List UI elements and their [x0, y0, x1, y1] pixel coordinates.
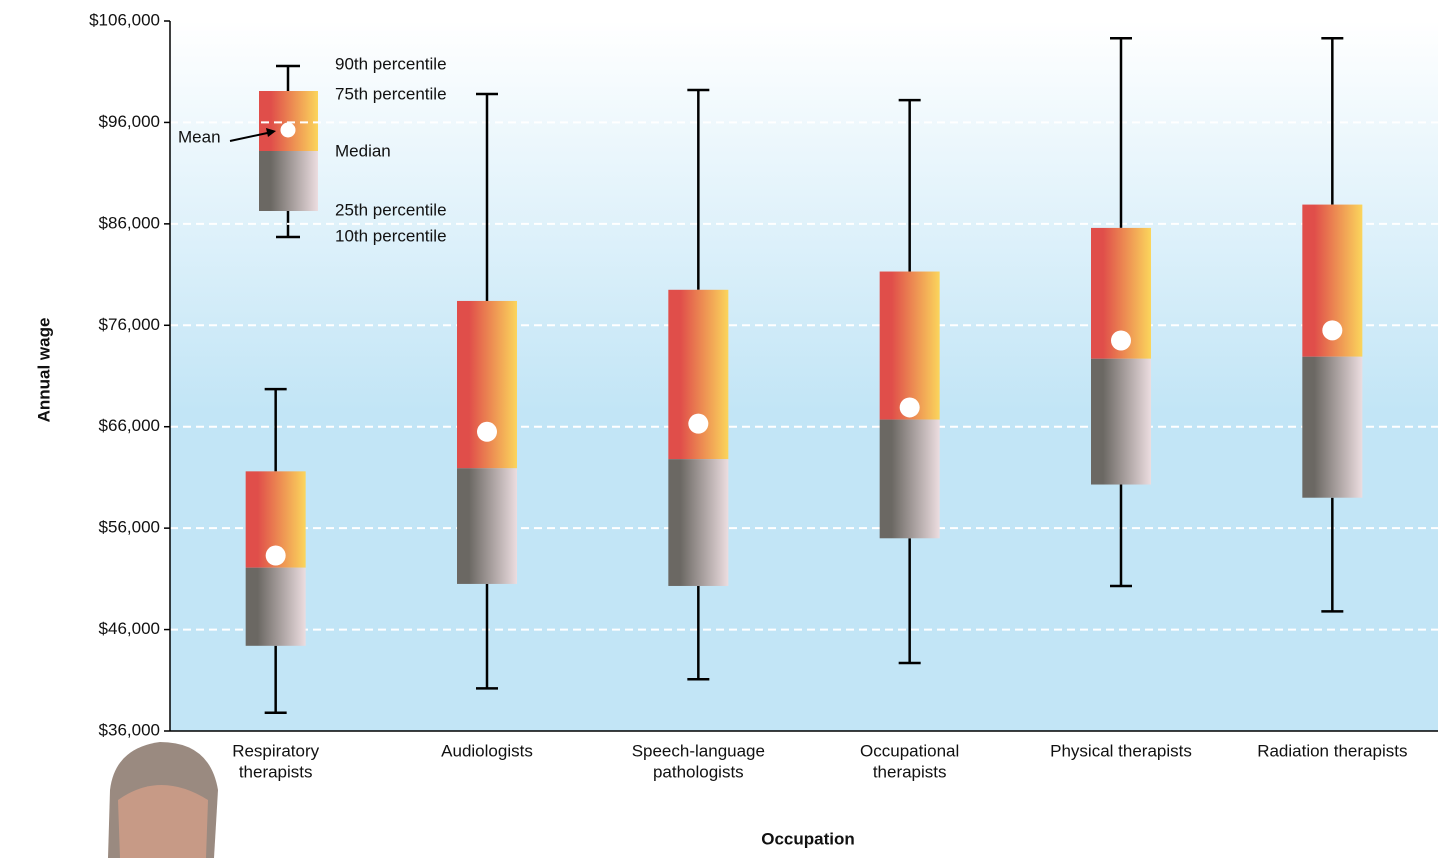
legend-label: 90th percentile — [335, 54, 447, 73]
x-tick-label: Occupational — [860, 741, 959, 760]
x-tick-label: Respiratory — [232, 741, 319, 760]
upper-box — [879, 271, 940, 420]
y-tick-label: $66,000 — [99, 416, 160, 435]
portrait — [108, 742, 218, 858]
y-tick-label: $46,000 — [99, 619, 160, 638]
legend-mean — [280, 122, 296, 138]
legend-label: 10th percentile — [335, 226, 447, 245]
mean-dot — [1322, 320, 1343, 341]
x-axis-label: Occupation — [761, 829, 855, 848]
y-tick-label: $106,000 — [89, 10, 160, 29]
y-tick-label: $76,000 — [99, 315, 160, 334]
legend-arrow — [229, 131, 273, 142]
mean-dot — [899, 397, 920, 418]
y-axis-label: Annual wage — [34, 318, 53, 423]
lower-box — [668, 459, 729, 586]
x-tick-label: Audiologists — [441, 741, 533, 760]
mean-dot — [265, 545, 286, 566]
upper-box — [457, 300, 517, 469]
legend-label: 25th percentile — [335, 200, 447, 219]
legend-lower-box — [259, 151, 318, 211]
y-tick-label: $56,000 — [99, 518, 160, 537]
lower-box — [879, 419, 940, 539]
mean-dot — [477, 421, 497, 442]
legend-label: Median — [335, 141, 391, 160]
x-tick-label: pathologists — [653, 762, 744, 781]
legend-arrowhead — [266, 128, 276, 137]
y-tick-label: $96,000 — [99, 112, 160, 131]
lower-box — [457, 468, 517, 584]
mean-dot — [1111, 330, 1131, 351]
x-tick-label: Speech-language — [632, 741, 765, 760]
x-tick-label: therapists — [239, 762, 313, 781]
x-tick-label: Physical therapists — [1050, 741, 1192, 760]
legend-label: Mean — [178, 127, 221, 146]
y-tick-label: $86,000 — [99, 213, 160, 232]
lower-box — [1302, 356, 1363, 498]
legend: Mean 90th percentile 75th percentile Med… — [178, 54, 447, 245]
plot-background — [170, 21, 1438, 731]
upper-box — [668, 289, 729, 460]
lower-box — [1091, 358, 1151, 485]
x-tick-label: therapists — [873, 762, 947, 781]
mean-dot — [688, 413, 709, 434]
lower-box — [245, 567, 306, 646]
legend-upper-box — [259, 91, 318, 151]
y-tick-label: $36,000 — [99, 720, 160, 739]
legend-label: 75th percentile — [335, 84, 447, 103]
x-tick-label: Radiation therapists — [1257, 741, 1407, 760]
